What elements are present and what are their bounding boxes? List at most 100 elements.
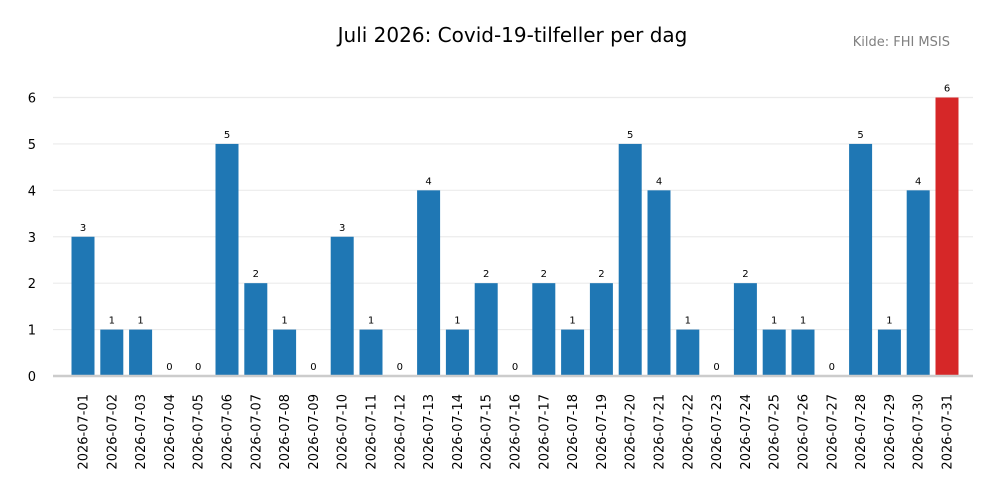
x-tick-label: 2026-07-08 — [278, 394, 293, 470]
x-tick-label: 2026-07-11 — [365, 394, 380, 470]
bar — [273, 329, 297, 376]
chart-title: Juli 2026: Covid-19-tilfeller per dag — [337, 23, 688, 47]
bar-value-label: 0 — [166, 362, 172, 373]
bar-value-label: 6 — [944, 84, 950, 95]
x-tick-label: 2026-07-25 — [768, 394, 783, 470]
bar — [733, 283, 757, 376]
bar-value-label: 2 — [598, 269, 604, 280]
bar — [877, 329, 901, 376]
x-tick-label: 2026-07-15 — [480, 394, 495, 470]
x-tick-label: 2026-07-18 — [566, 394, 581, 470]
bar — [532, 283, 556, 376]
x-tick-label: 2026-07-14 — [451, 394, 466, 470]
bar-value-label: 2 — [253, 269, 259, 280]
bar-value-label: 1 — [137, 316, 143, 327]
bar-value-label: 0 — [713, 362, 719, 373]
bar-value-label: 4 — [656, 176, 662, 187]
x-tick-label: 2026-07-02 — [105, 394, 120, 470]
x-tick-label: 2026-07-16 — [509, 394, 524, 470]
bar-value-label: 4 — [915, 176, 921, 187]
bar-value-label: 2 — [483, 269, 489, 280]
bar-value-label: 1 — [771, 316, 777, 327]
x-tick-label: 2026-07-31 — [941, 394, 956, 470]
data-labels: 3 1 1 0 0 5 2 1 0 3 1 0 4 1 2 0 2 1 2 5 4 1 0 2 1 1 0 5 1 4 6 — [80, 84, 950, 374]
bar — [935, 97, 959, 376]
bar — [244, 283, 268, 376]
grid-lines — [53, 96, 973, 331]
bar — [330, 236, 354, 376]
bar-value-label: 2 — [541, 269, 547, 280]
x-tick-label: 2026-07-01 — [77, 394, 92, 470]
bar — [215, 143, 239, 376]
y-tick-label: 2 — [28, 277, 36, 292]
bar-value-label: 1 — [569, 316, 575, 327]
bar — [849, 143, 873, 376]
bar-value-label: 3 — [80, 223, 86, 234]
x-tick-label: 2026-07-17 — [537, 394, 552, 470]
x-tick-label: 2026-07-20 — [624, 394, 639, 470]
y-tick-label: 4 — [28, 184, 36, 199]
x-tick-label: 2026-07-22 — [681, 394, 696, 470]
bar — [618, 143, 642, 376]
bar — [445, 329, 469, 376]
bar — [474, 283, 498, 376]
x-tick-label: 2026-07-12 — [393, 394, 408, 470]
x-tick-label: 2026-07-24 — [739, 394, 754, 470]
bar-value-label: 1 — [886, 316, 892, 327]
x-tick-label: 2026-07-13 — [422, 394, 437, 470]
bar — [100, 329, 124, 376]
y-tick-label: 6 — [28, 92, 36, 107]
x-tick-label: 2026-07-26 — [797, 394, 812, 470]
bar — [762, 329, 786, 376]
x-tick-label: 2026-07-09 — [307, 394, 322, 470]
x-tick-label: 2026-07-04 — [163, 394, 178, 470]
bar-value-label: 5 — [627, 130, 633, 141]
bar — [417, 190, 441, 376]
bar-value-label: 0 — [310, 362, 316, 373]
y-tick-label: 0 — [28, 370, 36, 385]
bar — [647, 190, 671, 376]
x-tick-label: 2026-07-27 — [825, 394, 840, 470]
bar-value-label: 2 — [742, 269, 748, 280]
bars — [71, 97, 959, 376]
bar-value-label: 4 — [425, 176, 431, 187]
bar-value-label: 0 — [397, 362, 403, 373]
x-tick-label: 2026-07-30 — [912, 394, 927, 470]
x-tick-label: 2026-07-10 — [336, 394, 351, 470]
y-tick-label: 1 — [28, 324, 36, 339]
bar-value-label: 1 — [368, 316, 374, 327]
x-tick-label: 2026-07-21 — [653, 394, 668, 470]
bar — [676, 329, 700, 376]
bar — [906, 190, 930, 376]
bar-value-label: 3 — [339, 223, 345, 234]
y-axis: 0 1 2 3 4 5 6 — [28, 92, 36, 386]
bar-value-label: 1 — [109, 316, 115, 327]
bar-value-label: 0 — [829, 362, 835, 373]
bar-value-label: 5 — [857, 130, 863, 141]
x-tick-label: 2026-07-05 — [192, 394, 207, 470]
bar — [359, 329, 383, 376]
bar — [589, 283, 613, 376]
x-tick-label: 2026-07-07 — [249, 394, 264, 470]
bar-value-label: 1 — [800, 316, 806, 327]
chart-source: Kilde: FHI MSIS — [852, 35, 950, 50]
bar-value-label: 0 — [512, 362, 518, 373]
bar — [129, 329, 153, 376]
x-axis: 2026-07-01 2026-07-02 2026-07-03 2026-07-04… — [53, 374, 973, 470]
x-tick-label: 2026-07-23 — [710, 394, 725, 470]
bar-value-label: 5 — [224, 130, 230, 141]
bar-value-label: 1 — [454, 316, 460, 327]
x-tick-label: 2026-07-29 — [883, 394, 898, 470]
x-tick-label: 2026-07-28 — [854, 394, 869, 470]
y-tick-label: 5 — [28, 138, 36, 153]
bar — [791, 329, 815, 376]
bar — [561, 329, 585, 376]
x-tick-label: 2026-07-19 — [595, 394, 610, 470]
bar — [71, 236, 95, 376]
bar-value-label: 1 — [281, 316, 287, 327]
bar-value-label: 0 — [195, 362, 201, 373]
bar-value-label: 1 — [685, 316, 691, 327]
x-tick-label: 2026-07-03 — [134, 394, 149, 470]
y-tick-label: 3 — [28, 231, 36, 246]
